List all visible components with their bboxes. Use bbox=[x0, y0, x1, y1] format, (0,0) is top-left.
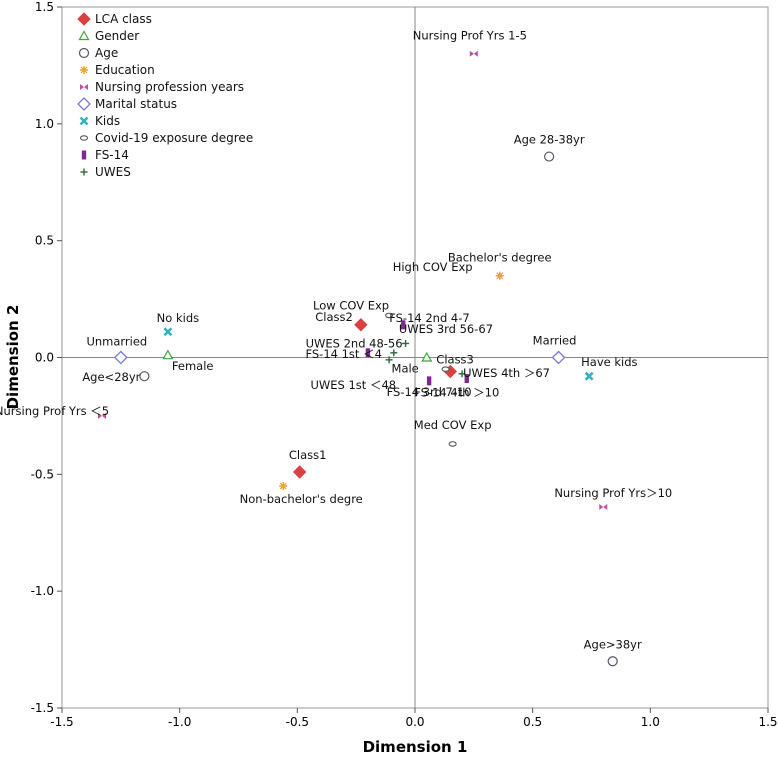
point-label-married: Married bbox=[533, 334, 577, 348]
point-label-no-kids: No kids bbox=[157, 311, 199, 325]
point-label-have-kids: Have kids bbox=[581, 355, 637, 369]
point-label-class3: Class3 bbox=[436, 353, 474, 367]
point-class2 bbox=[354, 318, 368, 332]
point-age-28-38yr bbox=[544, 151, 555, 162]
point-bachelor-s-degree bbox=[495, 271, 504, 280]
x-tick-label: -1.0 bbox=[168, 715, 191, 729]
legend-label-fs-14: FS-14 bbox=[95, 148, 129, 162]
point-married bbox=[551, 350, 566, 365]
legend-marker-education bbox=[80, 66, 88, 74]
point-unmarried bbox=[113, 350, 128, 365]
point-fs-14-4th-10 bbox=[464, 374, 469, 384]
reference-lines bbox=[62, 7, 768, 708]
point-label-nursing-prof-yrs-10: Nursing Prof Yrs＞10 bbox=[554, 486, 672, 500]
point-label-fs-14-3rd-7-10: FS-14 3rd 7-10 bbox=[387, 385, 472, 399]
legend-label-education: Education bbox=[95, 63, 155, 77]
point-label-male: Male bbox=[392, 362, 419, 376]
point-male bbox=[421, 351, 433, 362]
point-label-fs-14-4th-10: FS-14 4th ＞10 bbox=[414, 386, 499, 400]
legend-label-nursing-profession-years: Nursing profession years bbox=[95, 80, 244, 94]
x-tick-label: 1.5 bbox=[758, 715, 777, 729]
y-tick-label: 0.0 bbox=[35, 351, 54, 365]
point-fs-14-1st-4 bbox=[365, 348, 371, 358]
point-fs-14-3rd-7-10 bbox=[426, 376, 432, 386]
point-med-cov-exp bbox=[448, 441, 457, 447]
legend-marker-gender bbox=[78, 30, 90, 41]
y-tick-label: -1.0 bbox=[31, 584, 54, 598]
point-uwes-3rd-56-67 bbox=[390, 349, 398, 357]
legend-label-gender: Gender bbox=[95, 29, 139, 43]
point-label-uwes-2nd-48-56: UWES 2nd 48-56 bbox=[306, 336, 403, 350]
legend-label-marital-status: Marital status bbox=[95, 97, 177, 111]
legend-marker-uwes bbox=[80, 168, 88, 176]
point-label-female: Female bbox=[172, 359, 214, 373]
point-label-age-38yr: Age>38yr bbox=[584, 637, 642, 651]
point-label-high-cov-exp: High COV Exp bbox=[393, 260, 473, 274]
x-axis-title: Dimension 1 bbox=[363, 738, 468, 756]
point-age-38yr bbox=[607, 656, 618, 667]
x-tick-label: 0.0 bbox=[405, 715, 424, 729]
point-female bbox=[162, 349, 174, 360]
legend-marker-fs-14 bbox=[81, 150, 87, 160]
point-label-fs-14-1st-4: FS-14 1st ＜4 bbox=[305, 347, 381, 361]
point-label-bachelor-s-degree: Bachelor's degree bbox=[448, 251, 552, 265]
y-tick-label: -0.5 bbox=[31, 467, 54, 481]
point-no-kids bbox=[163, 327, 173, 337]
point-label-low-cov-exp: Low COV Exp bbox=[313, 298, 389, 312]
point-have-kids bbox=[584, 371, 594, 381]
legend: LCA class Gender Age Education Nursing profe… bbox=[77, 12, 253, 179]
point-uwes-4th-67 bbox=[458, 370, 466, 378]
point-label-uwes-3rd-56-67: UWES 3rd 56-67 bbox=[399, 322, 493, 336]
point-label-non-bachelor-s-degre: Non-bachelor's degre bbox=[240, 492, 363, 506]
axis-ticks: -1.5 -1.0 -0.5 0.0 0.5 1.0 1.5 -1.5 -1.0 -0.5 0.0 0… bbox=[31, 0, 778, 729]
point-label-med-cov-exp: Med COV Exp bbox=[414, 418, 492, 432]
point-uwes-2nd-48-56 bbox=[402, 339, 410, 347]
legend-marker-kids bbox=[79, 116, 89, 126]
x-tick-label: 0.5 bbox=[523, 715, 542, 729]
legend-marker-covid-19-exposure-degree bbox=[79, 135, 89, 141]
x-tick-label: -1.5 bbox=[50, 715, 73, 729]
point-nursing-prof-yrs-10 bbox=[599, 504, 608, 511]
point-fs-14-2nd-4-7 bbox=[401, 320, 406, 330]
point-nursing-prof-yrs-1-5 bbox=[469, 50, 478, 57]
legend-marker-marital-status bbox=[77, 97, 91, 111]
legend-marker-nursing-profession-years bbox=[80, 84, 88, 90]
point-label-age-28yr: Age<28yr bbox=[82, 370, 140, 384]
point-label-uwes-1st-48: UWES 1st ＜48 bbox=[310, 378, 396, 392]
point-label-nursing-prof-yrs-5: Nursing Prof Yrs ＜5 bbox=[0, 404, 109, 418]
x-tick-label: 1.0 bbox=[641, 715, 660, 729]
point-uwes-1st-48 bbox=[385, 356, 393, 364]
point-class1 bbox=[292, 465, 307, 479]
x-tick-label: -0.5 bbox=[286, 715, 309, 729]
data-points: Class1 Class2 Class3 Female Male Age<28yr Age … bbox=[0, 29, 672, 667]
legend-label-uwes: UWES bbox=[95, 165, 131, 179]
legend-label-lca-class: LCA class bbox=[95, 12, 152, 26]
point-label-unmarried: Unmarried bbox=[86, 335, 147, 349]
legend-label-kids: Kids bbox=[95, 114, 120, 128]
y-axis-title: Dimension 2 bbox=[4, 305, 22, 410]
y-tick-label: 1.0 bbox=[35, 117, 54, 131]
point-label-class1: Class1 bbox=[289, 448, 327, 462]
point-label-age-28-38yr: Age 28-38yr bbox=[514, 133, 585, 147]
point-high-cov-exp bbox=[441, 366, 450, 372]
point-age-28yr bbox=[139, 371, 150, 382]
legend-marker-age bbox=[78, 47, 90, 59]
point-nursing-prof-yrs-5 bbox=[98, 412, 107, 419]
y-tick-label: 1.5 bbox=[35, 0, 54, 14]
y-tick-label: 0.5 bbox=[35, 234, 54, 248]
point-label-uwes-4th-67: UWES 4th ＞67 bbox=[463, 366, 550, 380]
point-non-bachelor-s-degre bbox=[279, 482, 288, 491]
legend-label-age: Age bbox=[95, 46, 118, 60]
point-label-class2: Class2 bbox=[315, 310, 353, 324]
point-low-cov-exp bbox=[385, 312, 394, 319]
legend-marker-lca-class bbox=[77, 12, 91, 26]
point-label-nursing-prof-yrs-1-5: Nursing Prof Yrs 1-5 bbox=[413, 29, 527, 43]
legend-label-covid-19-exposure-degree: Covid-19 exposure degree bbox=[95, 131, 253, 145]
point-label-fs-14-2nd-4-7: FS-14 2nd 4-7 bbox=[389, 311, 470, 325]
y-tick-label: -1.5 bbox=[31, 701, 54, 715]
